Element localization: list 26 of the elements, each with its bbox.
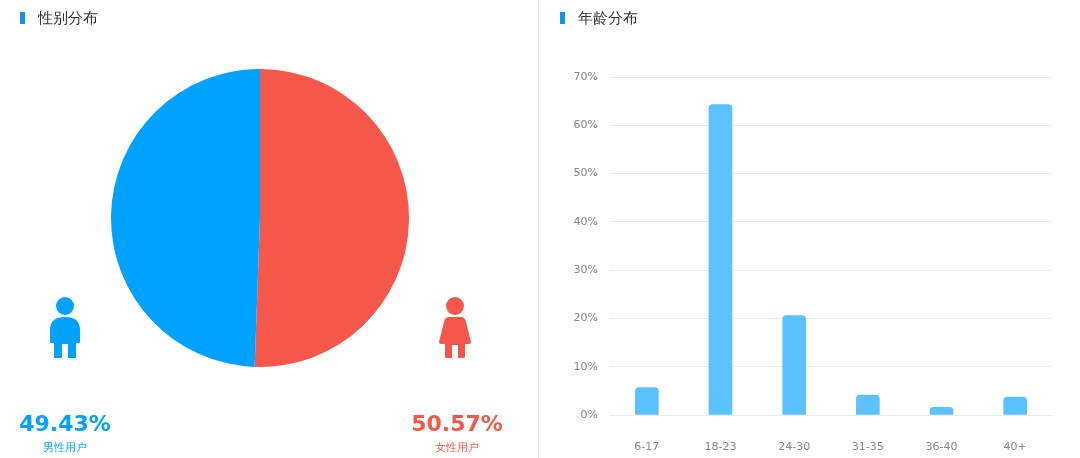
- x-tick-label: 40+: [1003, 440, 1027, 454]
- y-tick-label: 40%: [573, 214, 598, 228]
- bar: [782, 315, 806, 415]
- x-tick-label: 36-40: [925, 440, 958, 454]
- slice-label: 女性用户: [435, 440, 479, 454]
- y-tick-label: 10%: [573, 359, 598, 373]
- x-tick-label: 31-35: [851, 440, 884, 454]
- bar: [856, 394, 880, 415]
- data-label: 49.43%: [19, 410, 111, 436]
- bar: [635, 387, 659, 415]
- y-tick-label: 0%: [580, 407, 598, 421]
- bar: [708, 104, 733, 415]
- y-tick-label: 30%: [573, 263, 598, 276]
- x-tick-label: 6-17: [634, 440, 660, 454]
- x-tick-label: 18-23: [704, 440, 737, 454]
- chart-title: 性别分布: [38, 8, 98, 28]
- chart-title: 年龄分布: [578, 8, 638, 28]
- slice-label: 男性用户: [43, 440, 87, 454]
- y-tick-label: 70%: [573, 69, 598, 83]
- bar: [929, 406, 954, 415]
- x-tick-label: 24-30: [778, 440, 811, 454]
- y-tick-label: 20%: [573, 311, 598, 325]
- y-tick-label: 50%: [573, 166, 598, 180]
- data-label: 50.57%: [411, 410, 503, 436]
- bar: [1003, 396, 1027, 415]
- y-tick-label: 60%: [573, 118, 598, 132]
